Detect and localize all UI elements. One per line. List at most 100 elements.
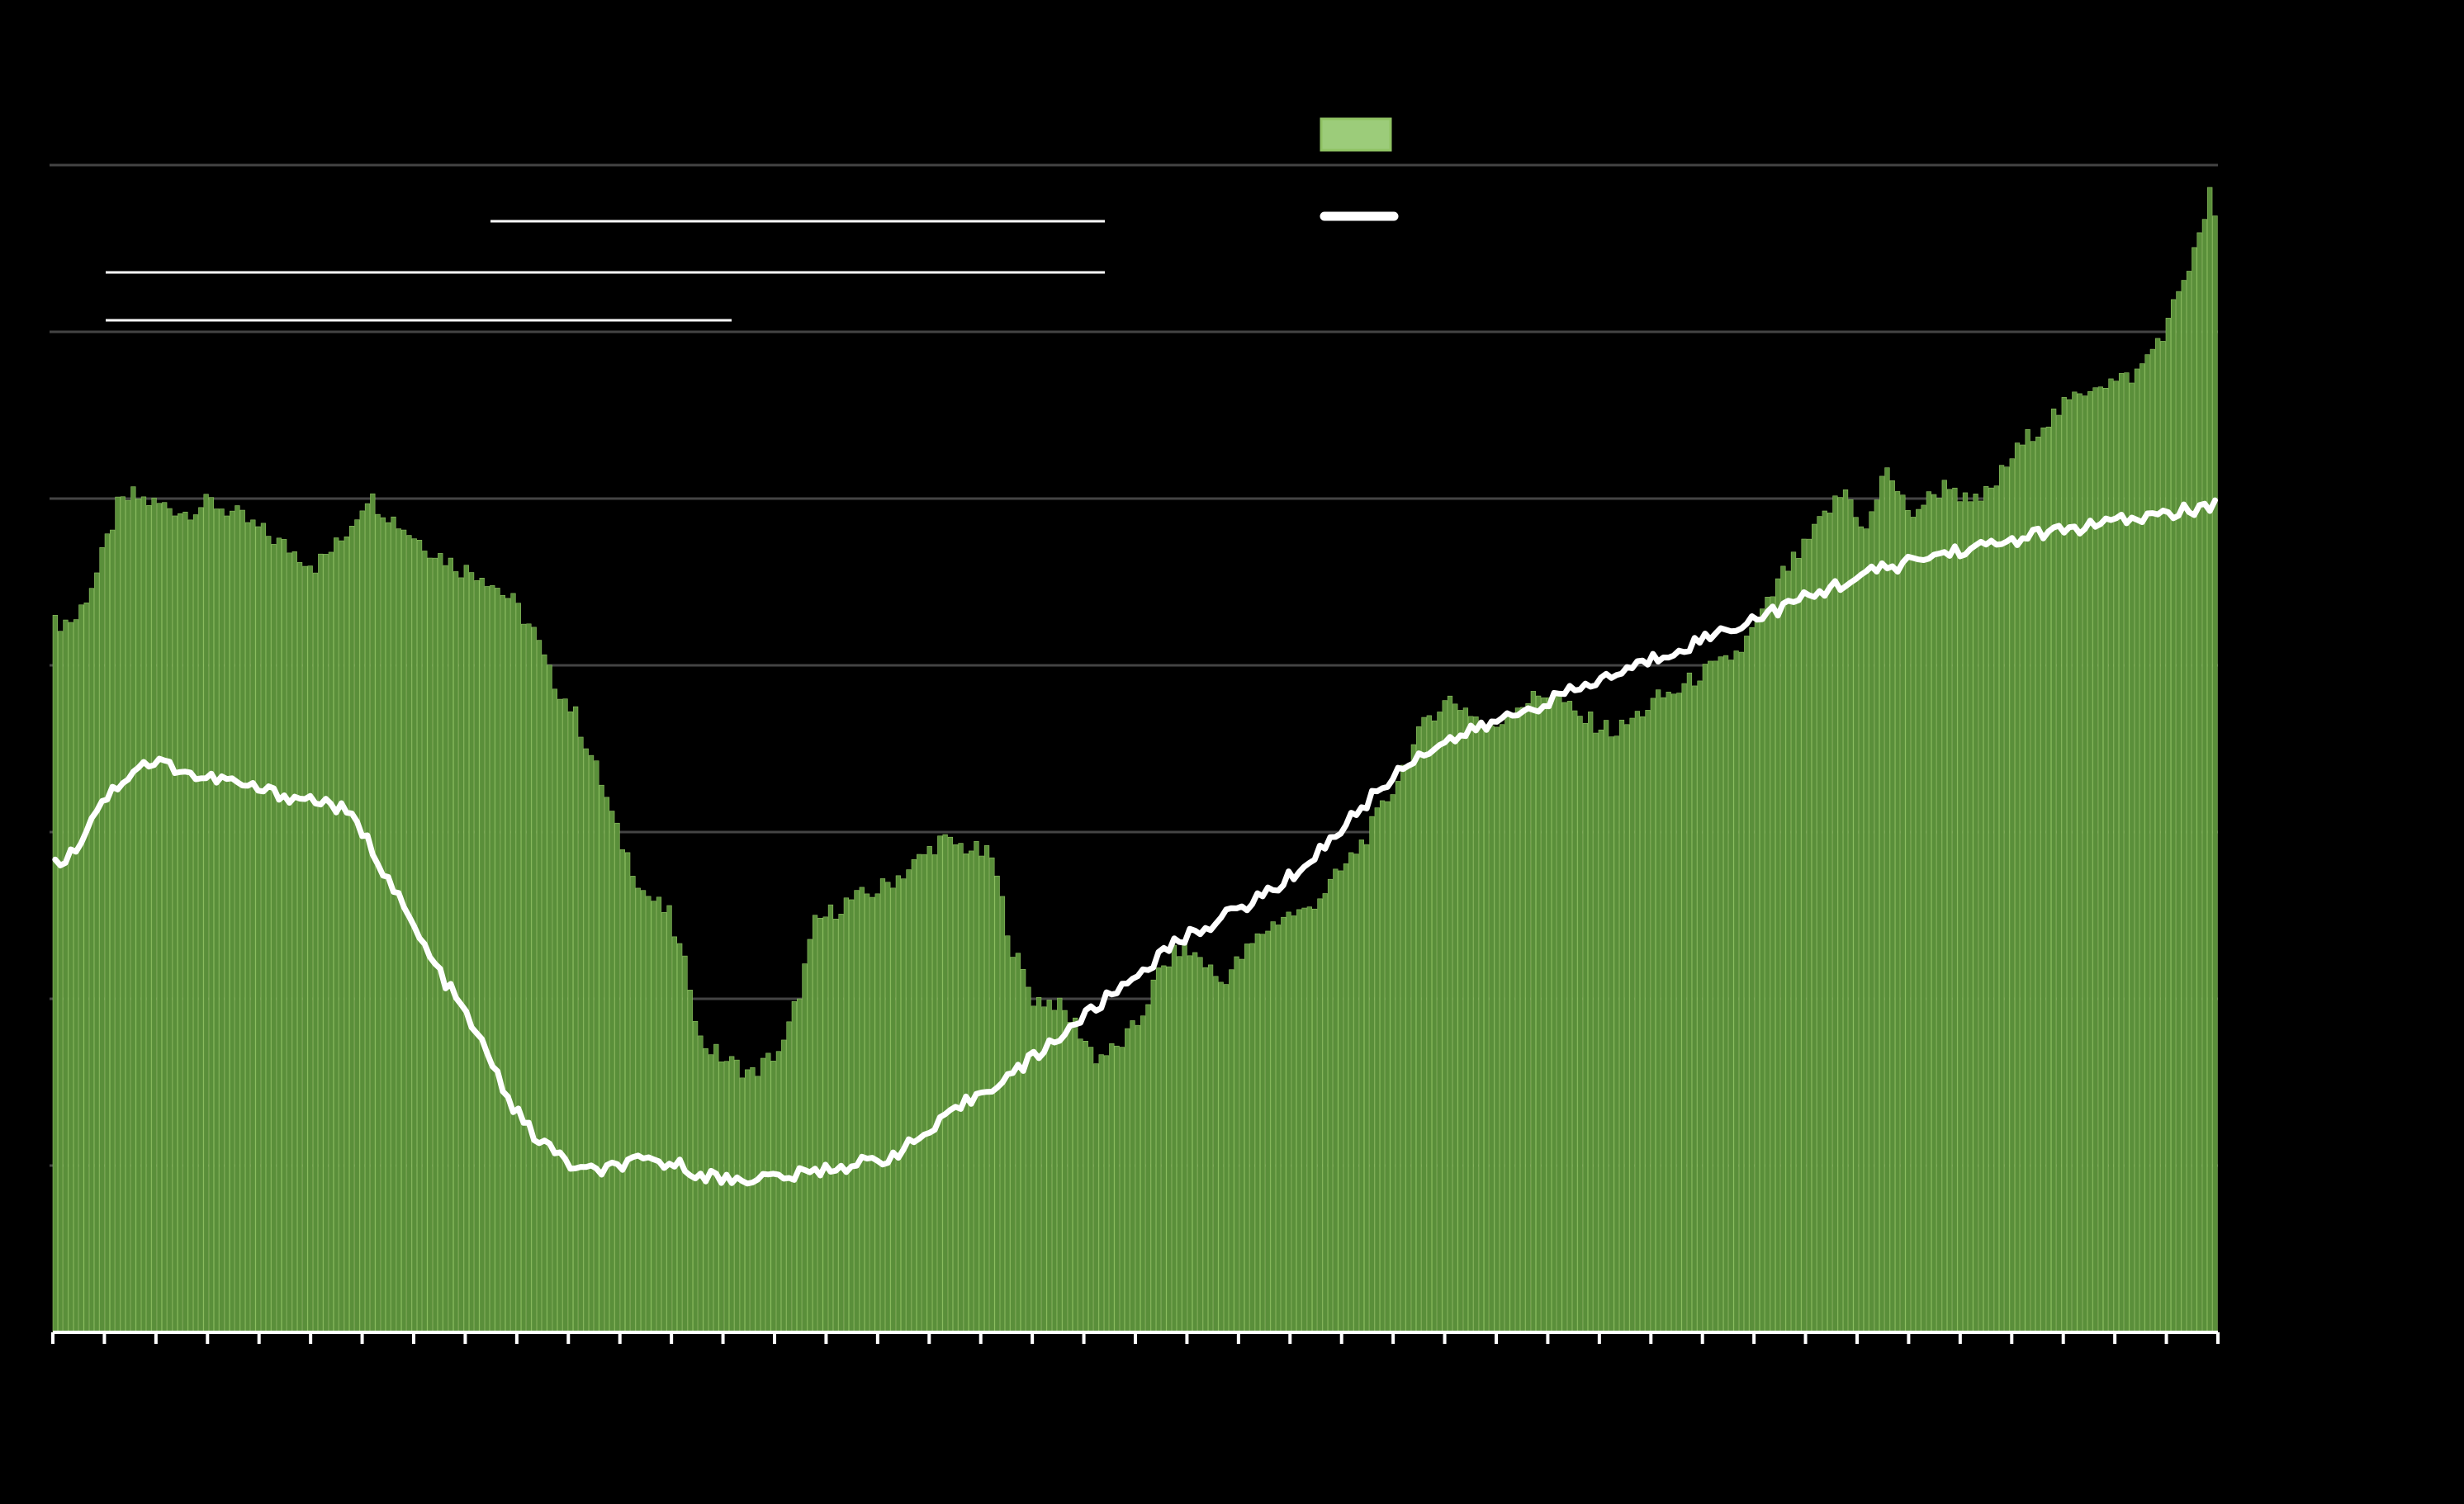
bar [1207,964,1214,1333]
bar [1509,714,1515,1333]
bar [1057,997,1063,1333]
bar [1447,695,1453,1333]
bar [1713,660,1718,1333]
bar [323,554,329,1333]
bar [1603,720,1609,1333]
bar [822,916,828,1333]
bar [1150,979,1156,1333]
bar [698,1035,704,1333]
bar [1202,967,1208,1333]
bar [203,494,209,1333]
bar [266,536,272,1333]
bar [510,593,516,1333]
bar [1993,485,1999,1333]
bar [135,498,141,1333]
bar [2035,437,2041,1333]
bar [1244,944,1250,1333]
bar [73,619,79,1333]
bar [1749,627,1755,1333]
bar [1171,944,1178,1333]
bar [1952,487,1958,1333]
bar [1286,911,1291,1333]
bar [578,736,584,1333]
bar [1010,957,1016,1333]
bar [1234,956,1239,1333]
bar [2134,368,2140,1333]
bar [2030,441,2036,1333]
bar [1478,721,1484,1333]
bar [1187,955,1193,1333]
bar [2061,397,2067,1333]
bar [542,654,547,1333]
bar [666,905,672,1333]
bar [1561,702,1567,1333]
bar [630,876,636,1333]
bar [1801,538,1807,1333]
bar [463,565,469,1333]
bar [63,619,69,1333]
bar [406,535,412,1333]
bar [1051,1010,1058,1333]
bar [312,572,319,1333]
bar [703,1048,708,1333]
bar [260,523,267,1333]
title-placeholder-lines [106,220,1105,322]
bar [328,551,334,1333]
bar [1021,969,1026,1333]
bar [1015,953,1021,1333]
bar [994,875,1000,1333]
bar [2196,232,2202,1333]
bar [1530,691,1536,1333]
bar [1681,683,1687,1333]
bar [1785,570,1791,1333]
bar [52,614,58,1333]
bar [1426,715,1432,1333]
bar [2201,219,2208,1333]
bar [1333,868,1339,1333]
bar [827,904,834,1333]
bar [110,529,116,1333]
bar [239,509,245,1333]
bar [922,854,927,1333]
bar [1566,701,1573,1333]
bar [1812,523,1817,1333]
bar [495,588,500,1333]
bar [2144,354,2150,1333]
bar [1827,513,1833,1333]
bar [901,878,907,1333]
bar [1155,967,1162,1333]
bar [708,1054,714,1333]
bar [120,496,126,1333]
bar [739,1077,745,1333]
bar [2212,215,2218,1333]
bar [1395,781,1401,1333]
bar [1557,693,1562,1333]
bar [1957,501,1963,1333]
bar [1385,801,1391,1333]
bar [2113,381,2119,1333]
bar [156,503,163,1333]
bar [1489,725,1495,1333]
bar [953,844,959,1333]
bar [526,623,532,1333]
bar [99,546,105,1333]
bar [1718,656,1723,1333]
bar [250,519,256,1333]
bar [646,896,652,1333]
bar [635,887,641,1333]
bar [1837,497,1843,1333]
bar [1296,909,1302,1333]
bar [859,887,865,1333]
bar [1650,698,1656,1333]
bar [1301,907,1307,1333]
bar [1536,695,1542,1333]
bar [1998,465,2005,1333]
bar [552,688,558,1333]
bar [1926,491,1932,1333]
bar [296,562,303,1333]
bar [656,896,662,1333]
bar [1494,726,1500,1333]
bar [1442,700,1448,1333]
